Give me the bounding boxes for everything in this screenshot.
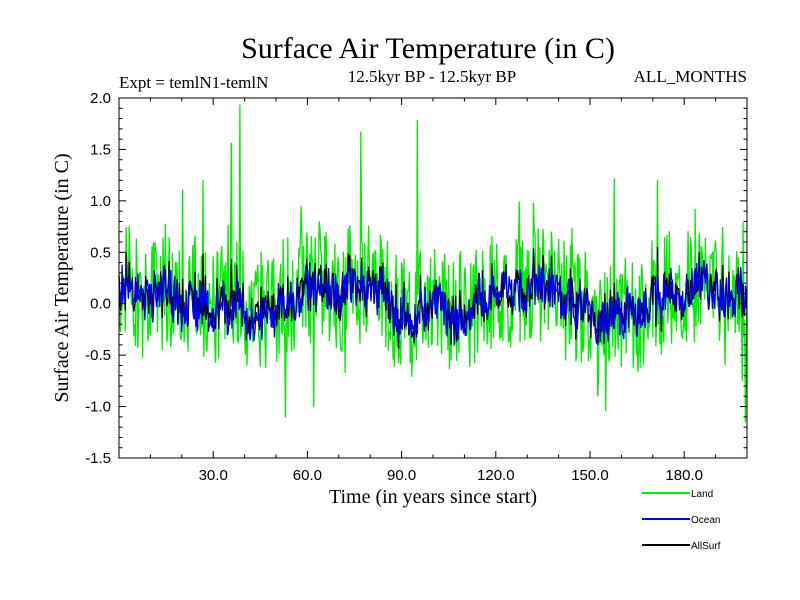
y-tick-label: 1.5 — [90, 141, 111, 158]
chart-title: Surface Air Temperature (in C) — [241, 32, 615, 65]
chart-subtitle-left: Expt = temlN1-temlN — [119, 73, 268, 92]
series-line-ocean — [118, 259, 748, 345]
x-tick-label: 90.0 — [387, 467, 416, 484]
legend: Land Ocean AllSurf — [642, 489, 721, 552]
x-tick-label: 30.0 — [199, 467, 228, 484]
y-tick-label: 0.5 — [90, 244, 111, 261]
chart-subtitle-center: 12.5kyr BP - 12.5kyr BP — [348, 67, 516, 86]
y-tick-label: 2.0 — [90, 90, 111, 107]
y-tick-label: -0.5 — [85, 347, 111, 364]
legend-label-land: Land — [691, 489, 713, 500]
legend-label-ocean: Ocean — [691, 515, 720, 526]
x-tick-label: 150.0 — [571, 467, 609, 484]
x-tick-label: 120.0 — [477, 467, 515, 484]
chart-subtitle-right: ALL_MONTHS — [634, 67, 747, 86]
series-layer — [118, 104, 748, 423]
series-line-land — [118, 104, 748, 423]
y-tick-label: -1.0 — [85, 399, 111, 416]
y-tick-label: 1.0 — [90, 193, 111, 210]
axis-layer: -1.5 -1.0 -0.5 0.0 0.5 1.0 1.5 2.0 30.0 60.0 90.0 1… — [85, 90, 747, 484]
y-tick-label: -1.5 — [85, 450, 111, 467]
y-axis-label: Surface Air Temperature (in C) — [51, 153, 73, 402]
y-tick-label: 0.0 — [90, 296, 111, 313]
legend-label-allsurf: AllSurf — [691, 541, 721, 552]
x-axis-label: Time (in years since start) — [329, 486, 537, 508]
x-tick-label: 60.0 — [293, 467, 322, 484]
x-tick-label: 180.0 — [665, 467, 703, 484]
